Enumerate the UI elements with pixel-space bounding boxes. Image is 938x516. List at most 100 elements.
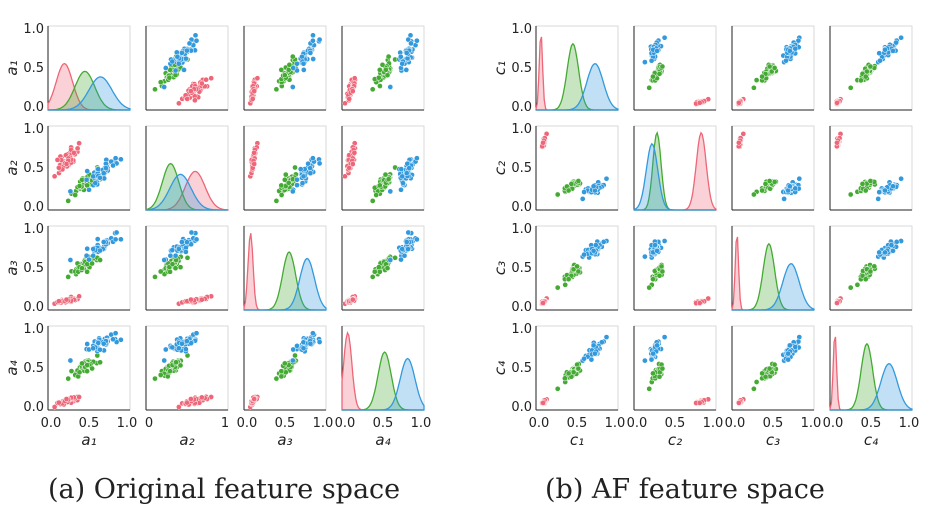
scatter-point (86, 256, 92, 263)
scatter-point (565, 276, 572, 283)
panel-r1-c2 (633, 25, 717, 111)
scatter-point (736, 400, 742, 406)
scatter-point (847, 84, 854, 91)
scatter-point (575, 178, 582, 184)
scatter-point (575, 268, 582, 275)
x-tick-label: 0.5 (275, 416, 296, 431)
scatter-point (84, 268, 90, 275)
scatter-point (414, 37, 420, 44)
scatter-point (183, 346, 189, 353)
scatter-point (188, 88, 194, 94)
y-axis-label: c₃ (491, 261, 509, 275)
scatter-point (762, 373, 769, 380)
scatter-point (834, 139, 840, 146)
scatter-point (290, 346, 297, 353)
scatter-point (110, 336, 116, 343)
scatter-point (103, 165, 109, 171)
scatter-point (51, 173, 58, 180)
scatter-point (581, 251, 587, 258)
scatter-point (796, 175, 803, 182)
scatter-point (84, 368, 90, 375)
scatter-point (414, 155, 420, 162)
kde-curve-2 (244, 257, 327, 311)
scatter-point (554, 385, 561, 392)
scatter-point (294, 60, 300, 67)
scatter-point (405, 36, 412, 43)
kde-curve-2 (536, 63, 619, 111)
scatter-point (642, 59, 648, 65)
scatter-point (273, 86, 280, 93)
scatter-point (650, 73, 656, 80)
scatter-point (167, 252, 174, 259)
panel-r2-c4 (341, 125, 425, 211)
scatter-point (292, 352, 298, 359)
kde-curve-2 (732, 263, 815, 311)
scatter-point (562, 281, 569, 288)
scatter-point (383, 66, 389, 73)
scatter-point (574, 263, 580, 270)
x-tick-label: 1.0 (899, 416, 920, 431)
scatter-point (783, 57, 789, 64)
x-tick-label: 1.0 (313, 416, 334, 431)
scatter-point (408, 40, 414, 47)
scatter-point (376, 268, 383, 275)
scatter-point (184, 47, 190, 54)
scatter-point (397, 53, 404, 60)
scatter-point (251, 88, 258, 94)
scatter-point (297, 166, 304, 172)
scatter-point (581, 355, 587, 362)
scatter-point (300, 67, 307, 73)
scatter-point (351, 75, 358, 82)
scatter-point (369, 198, 376, 204)
scatter-point (575, 365, 582, 372)
x-tick-label: 0.0 (41, 416, 62, 431)
scatter-point (97, 359, 103, 366)
scatter-point (175, 246, 182, 252)
y-axis-label: a₄ (3, 360, 21, 375)
scatter-point (281, 360, 288, 367)
panel-r4-c4: 0.0 0.5 1.0 a₄ (335, 325, 431, 449)
scatter-point (278, 67, 285, 73)
scatter-point (169, 247, 176, 253)
y-tick-label: 1.0 (511, 222, 532, 237)
scatter-point (603, 334, 610, 340)
scatter-point (648, 57, 655, 64)
panel-r2-c4 (829, 125, 913, 211)
panel-r2-c3 (731, 125, 815, 211)
scatter-point (294, 176, 300, 183)
scatter-point (84, 362, 91, 368)
scatter-point (792, 185, 799, 192)
scatter-point (349, 296, 356, 303)
y-tick-label: 0.0 (511, 100, 532, 115)
scatter-point (540, 139, 546, 146)
scatter-point (83, 176, 90, 183)
scatter-point (184, 96, 191, 102)
scatter-point (590, 247, 597, 254)
panel-r2-c3 (243, 125, 327, 211)
scatter-point (198, 80, 205, 87)
panel-r3-c2 (633, 225, 717, 311)
scatter-point (405, 246, 411, 252)
scatter-point (342, 173, 348, 180)
scatter-point (387, 84, 394, 90)
scatter-point (847, 191, 854, 198)
scatter-point (648, 356, 655, 363)
scatter-point (592, 350, 598, 357)
y-tick-label: 0.0 (511, 200, 532, 215)
scatter-point (859, 272, 866, 279)
scatter-point (76, 140, 82, 147)
scatter-point (118, 156, 124, 163)
scatter-point (392, 254, 398, 261)
scatter-point (254, 75, 261, 82)
scatter-point (292, 164, 298, 171)
scatter-point (554, 284, 561, 291)
scatter-point (175, 60, 182, 67)
scatter-point (192, 97, 198, 104)
panel-r4-c4: 0.0 0.5 1.0 c₄ (823, 325, 920, 449)
scatter-point (278, 192, 285, 198)
panel-r2-c1: 0.0 0.5 1.0 c₂ (491, 122, 619, 215)
y-tick-label: 0.0 (23, 100, 44, 115)
scatter-point (67, 257, 74, 263)
scatter-point (281, 176, 288, 183)
scatter-point (398, 256, 404, 263)
